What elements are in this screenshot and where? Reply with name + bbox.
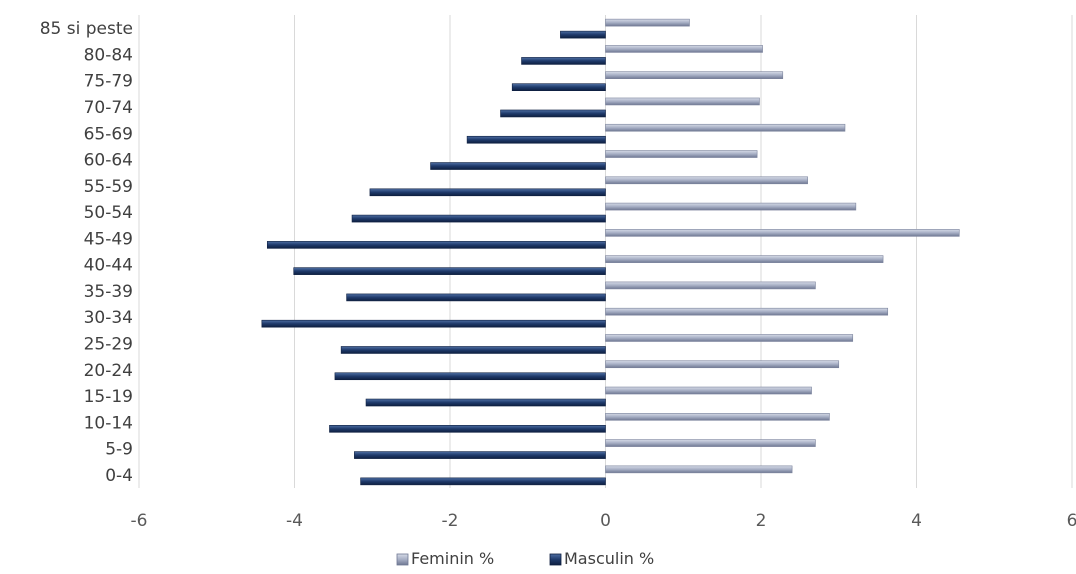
category-label: 85 si peste [40, 19, 133, 39]
category-label: 65-69 [84, 124, 133, 144]
bar-feminin [605, 202, 857, 211]
bar-masculin [430, 162, 606, 170]
category-label: 15-19 [84, 387, 133, 407]
series-feminin [605, 18, 960, 474]
category-label: 45-49 [84, 229, 133, 249]
bar-feminin [605, 45, 763, 53]
category-label: 75-79 [84, 72, 133, 92]
category-label: 80-84 [84, 45, 133, 65]
bar-feminin [605, 307, 889, 316]
category-label: 10-14 [84, 413, 133, 433]
bar-feminin [605, 176, 808, 185]
bar-masculin [340, 346, 606, 354]
category-label: 50-54 [84, 203, 133, 223]
series-masculin [261, 30, 606, 486]
category-label: 5-9 [105, 440, 133, 460]
bar-feminin [605, 334, 854, 342]
bar-masculin [500, 109, 606, 118]
bar-feminin [605, 97, 760, 106]
category-label: 55-59 [84, 177, 133, 197]
bar-masculin [466, 135, 606, 144]
legend-label-feminin: Feminin % [411, 549, 494, 568]
x-tick-label: -2 [442, 511, 459, 531]
bar-masculin [365, 398, 606, 407]
bar-feminin [605, 465, 793, 474]
bar-feminin [605, 150, 758, 158]
x-tick-label: 6 [1067, 511, 1076, 531]
category-label: 30-34 [84, 308, 133, 328]
x-tick-label: 4 [911, 511, 922, 531]
category-label: 40-44 [84, 256, 133, 276]
bar-masculin [293, 267, 606, 275]
bar-feminin [605, 18, 690, 27]
bar-feminin [605, 360, 840, 369]
category-label: 60-64 [84, 151, 133, 171]
legend-swatch-feminin [396, 553, 409, 566]
bar-masculin [346, 293, 606, 302]
category-axis-labels: 0-4 5-9 10-14 15-19 20-24 25-29 30-34 35-39 40-4… [40, 19, 133, 486]
x-tick-label: 0 [600, 511, 611, 531]
bar-feminin [605, 413, 830, 421]
bar-feminin [605, 281, 816, 290]
bar-feminin [605, 71, 784, 79]
category-label: 20-24 [84, 361, 133, 381]
bar-feminin [605, 255, 884, 263]
bar-masculin [261, 319, 606, 328]
bar-feminin [605, 229, 960, 237]
legend-swatch-masculin [549, 553, 562, 566]
x-tick-label: -6 [131, 511, 148, 531]
bar-masculin [511, 83, 606, 91]
category-label: 25-29 [84, 334, 133, 354]
bar-masculin [521, 57, 606, 65]
bar-feminin [605, 439, 816, 447]
gridlines [138, 15, 1073, 488]
bar-masculin [354, 451, 606, 459]
bar-masculin [266, 241, 606, 249]
bar-masculin [329, 425, 606, 433]
category-label: 70-74 [84, 98, 133, 118]
category-label: 0-4 [105, 466, 133, 486]
bar-masculin [369, 188, 606, 197]
x-tick-label: -4 [286, 511, 303, 531]
legend: Feminin % Masculin % [396, 549, 654, 568]
legend-label-masculin: Masculin % [564, 549, 654, 568]
bar-masculin [560, 30, 606, 39]
value-axis-labels: -6 -4 -2 0 2 4 6 [131, 511, 1076, 531]
x-tick-label: 2 [756, 511, 767, 531]
bar-masculin [334, 372, 606, 381]
bar-feminin [605, 123, 846, 132]
bar-feminin [605, 386, 812, 395]
bar-masculin [360, 477, 606, 486]
bar-masculin [351, 214, 606, 223]
category-label: 35-39 [84, 282, 133, 302]
